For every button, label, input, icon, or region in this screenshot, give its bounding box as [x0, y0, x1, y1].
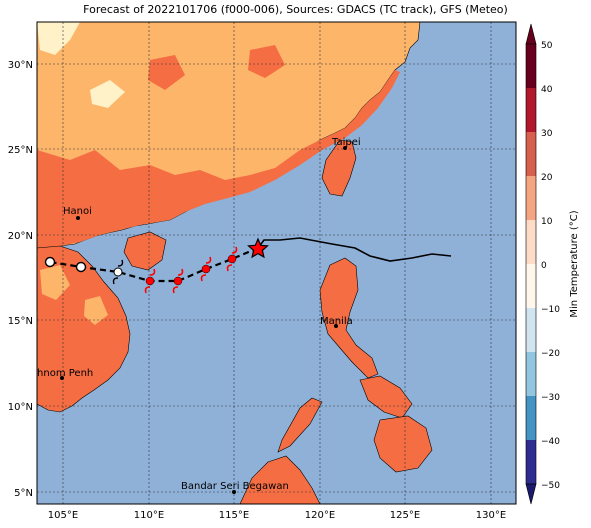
colorbar: 50 40 30 20 10 0 −10 −20 −30 −40 −50 Min…	[525, 23, 580, 505]
star-icon	[247, 237, 269, 259]
colorbar-segment	[526, 440, 536, 484]
colorbar-frame	[525, 43, 537, 485]
city-label-taipei: Taipei	[331, 137, 361, 148]
colorbar-segment	[526, 88, 536, 132]
lat-tick-label: 25°N	[8, 145, 33, 156]
land-warm-band	[37, 70, 400, 248]
colorbar-tick-label: −50	[541, 481, 560, 491]
lat-tick-label: 30°N	[8, 60, 33, 71]
city-label-phnom-penh: Phnom Penh	[31, 368, 93, 379]
landmass-luzon	[319, 257, 379, 379]
typhoon-icon	[226, 246, 238, 272]
colorbar-tick-label: 0	[541, 261, 547, 271]
map-canvas: Hanoi Taipei Manila Phnom Penh Bandar Se…	[31, 22, 516, 504]
colorbar-segment	[526, 308, 536, 352]
landmass-mindanao	[373, 415, 433, 473]
map-title: Forecast of 2022101706 (f000-006), Sourc…	[83, 3, 508, 16]
land-mild-patch	[40, 265, 70, 300]
landmass-palawan	[277, 397, 323, 453]
colorbar-tick-label: 40	[541, 85, 553, 95]
landmass-hainan	[123, 231, 167, 271]
colorbar-segment	[526, 396, 536, 440]
colorbar-tick-label: 10	[541, 217, 553, 227]
land-cool-patch	[37, 22, 80, 55]
lat-tick-label: 15°N	[8, 316, 33, 327]
colorbar-segment	[526, 264, 536, 308]
typhoon-icon	[200, 256, 212, 282]
lon-tick-label: 130°E	[476, 510, 506, 521]
land-warm-patch	[248, 45, 285, 78]
colorbar-tick-label: −40	[541, 437, 560, 447]
circle-icon	[75, 261, 87, 273]
colorbar-segment	[526, 176, 536, 220]
lon-tick-label: 120°E	[305, 510, 335, 521]
city-marker-hanoi	[76, 216, 80, 220]
colorbar-segment	[526, 44, 536, 88]
city-marker-phnom-penh	[60, 376, 64, 380]
city-marker-taipei	[343, 146, 347, 150]
lon-tick-label: 105°E	[48, 510, 78, 521]
colorbar-top-arrow	[525, 23, 537, 45]
landmass-visayas	[359, 375, 413, 419]
typhoon-icon	[172, 268, 184, 294]
lon-axis: 105°E 110°E 115°E 120°E 125°E 130°E	[48, 510, 506, 521]
typhoon-icon	[144, 268, 156, 294]
map-gridlines	[37, 22, 516, 504]
city-label-hanoi: Hanoi	[63, 206, 92, 217]
city-label-manila: Manila	[320, 316, 353, 327]
map-frame	[36, 21, 517, 505]
colorbar-segment	[526, 352, 536, 396]
colorbar-tick-label: 20	[541, 173, 553, 183]
colorbar-segment	[526, 132, 536, 176]
lon-tick-label: 125°E	[390, 510, 420, 521]
track-past-line	[257, 237, 452, 262]
landmass-borneo	[239, 455, 321, 504]
track-forecast-line	[49, 246, 259, 283]
lat-axis: 30°N 25°N 20°N 15°N 10°N 5°N	[8, 60, 33, 499]
depression-icon	[112, 259, 124, 285]
colorbar-ticks: 50 40 30 20 10 0 −10 −20 −30 −40 −50	[541, 41, 560, 491]
colorbar-tick-label: −30	[541, 393, 560, 403]
landmass-taiwan	[321, 139, 357, 197]
lat-tick-label: 20°N	[8, 231, 33, 242]
lon-tick-label: 115°E	[219, 510, 249, 521]
lat-tick-label: 10°N	[8, 402, 33, 413]
colorbar-segment	[526, 220, 536, 264]
colorbar-tick-label: −20	[541, 349, 560, 359]
colorbar-tick-label: 50	[541, 41, 553, 51]
land-cool-patch	[90, 80, 125, 108]
circle-icon	[44, 256, 56, 268]
city-marker-manila	[334, 324, 338, 328]
lat-tick-label: 5°N	[14, 488, 33, 499]
lon-tick-label: 110°E	[134, 510, 164, 521]
colorbar-label: Min Temperature (°C)	[569, 210, 580, 317]
colorbar-tick-label: −10	[541, 305, 560, 315]
city-marker-bandar	[232, 490, 236, 494]
colorbar-tick-label: 30	[541, 129, 553, 139]
city-label-bandar: Bandar Seri Begawan	[181, 481, 289, 492]
colorbar-bottom-arrow	[525, 483, 537, 505]
land-mild-patch	[84, 296, 108, 325]
